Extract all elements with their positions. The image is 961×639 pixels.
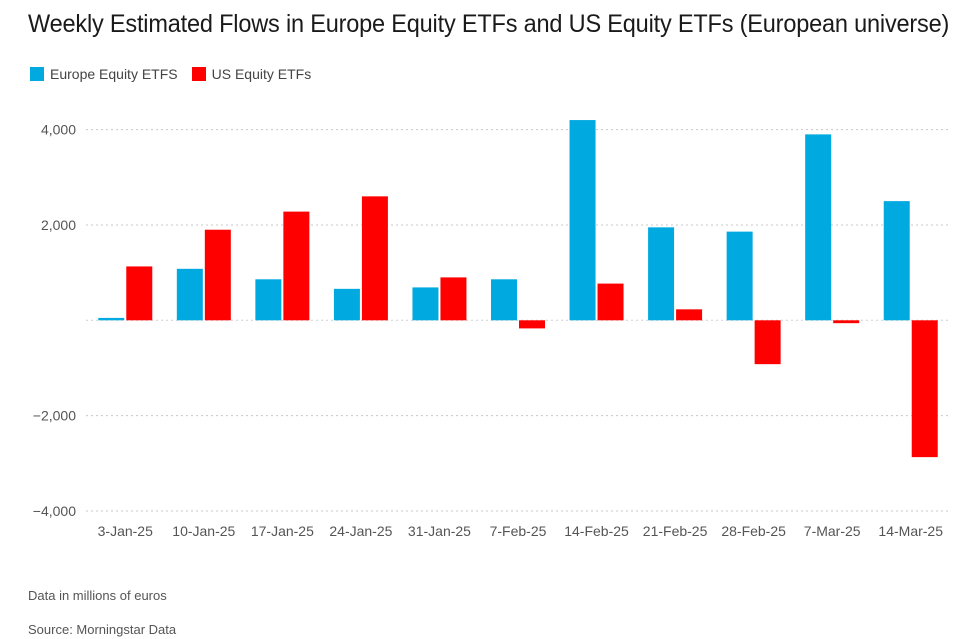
bar-europe [569,120,596,321]
bar-us [833,320,860,324]
bar-europe [98,317,125,321]
x-tick-label: 14-Feb-25 [564,523,629,539]
bar-europe [726,231,753,321]
y-tick-label: −4,000 [33,503,76,519]
bar-europe [648,227,675,321]
bar-us [676,309,703,321]
legend-label-europe: Europe Equity ETFS [50,66,178,82]
units-note: Data in millions of euros [28,588,167,603]
bar-us [597,283,624,321]
y-tick-label: 2,000 [41,217,76,233]
bar-europe [333,288,360,321]
x-tick-label: 21-Feb-25 [643,523,708,539]
legend-item-us: US Equity ETFs [191,66,312,82]
legend-swatch-us [191,67,206,81]
bar-us [911,320,938,458]
x-tick-label: 17-Jan-25 [251,523,314,539]
legend-item-europe: Europe Equity ETFS [30,66,178,82]
x-tick-label: 24-Jan-25 [329,523,392,539]
bar-us [361,196,388,321]
legend-swatch-europe [30,67,44,81]
bar-europe [412,287,439,321]
x-tick-label: 7-Mar-25 [804,523,861,539]
x-tick-label: 7-Feb-25 [490,523,547,539]
x-tick-label: 31-Jan-25 [408,523,471,539]
bar-europe [883,201,910,321]
x-tick-label: 3-Jan-25 [98,523,153,539]
bar-us [283,211,310,321]
x-tick-label: 28-Feb-25 [721,523,786,539]
legend: Europe Equity ETFS US Equity ETFs [30,66,311,82]
chart-title: Weekly Estimated Flows in Europe Equity … [28,10,950,38]
source-note: Source: Morningstar Data [28,622,177,637]
bar-us [204,229,231,321]
bar-europe [176,268,203,321]
bar-us [519,320,545,329]
y-tick-label: 4,000 [41,122,76,138]
bar-us [754,320,781,365]
legend-label-us: US Equity ETFs [211,66,312,82]
bar-us [126,266,153,321]
bar-us [440,277,467,321]
y-tick-label: −2,000 [33,408,76,424]
bar-europe [255,279,282,321]
x-tick-label: 14-Mar-25 [878,523,943,539]
bar-europe [491,279,517,321]
x-tick-label: 10-Jan-25 [172,523,235,539]
bar-europe [805,134,832,321]
